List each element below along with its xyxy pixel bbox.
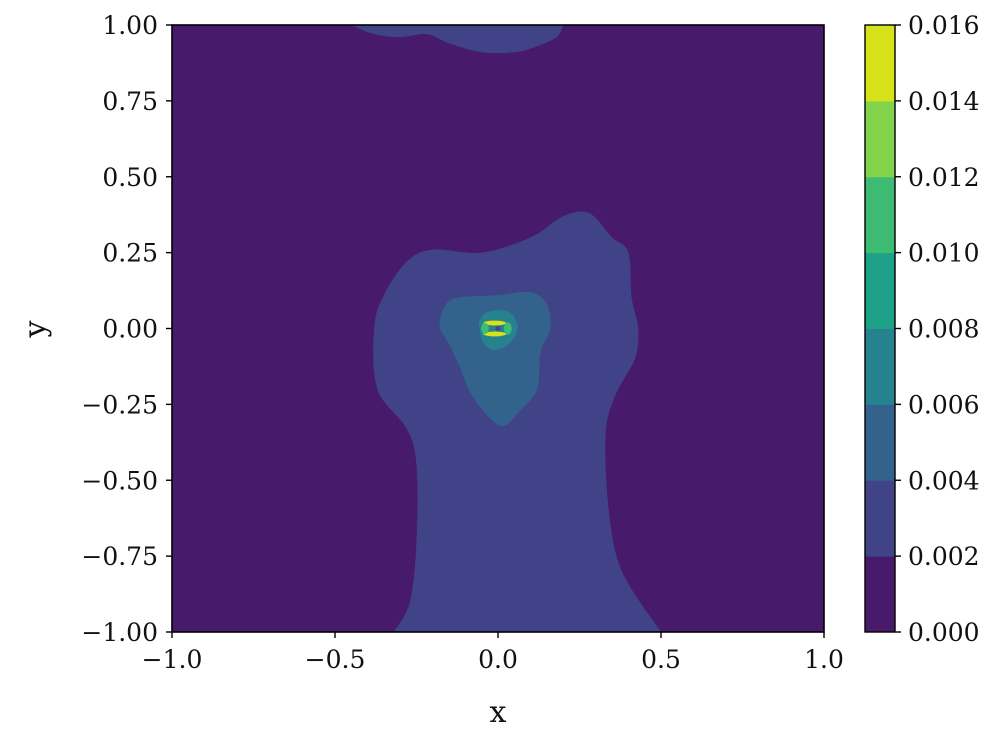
colorbar-band <box>865 252 895 329</box>
colorbar-band <box>865 25 895 102</box>
colorbar-band <box>865 100 895 178</box>
contour-core <box>439 291 551 426</box>
colorbar-band <box>865 480 895 557</box>
contour-upper-blob <box>351 25 564 54</box>
x-axis-ticks: −1.0 −0.5 0.0 0.5 1.0 <box>142 632 844 674</box>
colorbar-tick-label: 0.004 <box>908 466 980 495</box>
contour-hotspot-2 <box>483 331 507 337</box>
colorbar-tick-label: 0.006 <box>908 390 980 419</box>
colorbar <box>865 25 895 633</box>
x-tick-label: 1.0 <box>804 645 844 674</box>
colorbar-band <box>865 176 895 254</box>
colorbar-tick-label: 0.008 <box>908 315 980 344</box>
x-tick-label: 0.5 <box>641 645 681 674</box>
colorbar-band <box>865 556 895 633</box>
y-tick-label: 0.75 <box>102 87 158 116</box>
y-tick-label: −0.75 <box>81 542 158 571</box>
colorbar-tick-label: 0.014 <box>908 87 980 116</box>
x-tick-label: −1.0 <box>142 645 203 674</box>
contour-hotspot-3 <box>503 322 512 335</box>
y-tick-label: 0.25 <box>102 239 158 268</box>
y-axis-title: y <box>18 320 53 338</box>
contour-hotspot-4 <box>481 323 489 334</box>
colorbar-tick-label: 0.012 <box>908 163 980 192</box>
y-tick-label: −1.00 <box>81 618 158 647</box>
colorbar-ticks: 0.000 0.002 0.004 0.006 0.008 0.010 0.012 0.014… <box>895 11 980 647</box>
y-tick-label: 0.00 <box>102 315 158 344</box>
x-tick-label: −0.5 <box>305 645 366 674</box>
y-tick-label: −0.25 <box>81 390 158 419</box>
colorbar-tick-label: 0.000 <box>908 618 980 647</box>
colorbar-tick-label: 0.010 <box>908 239 980 268</box>
contour-hotspot-5 <box>495 326 501 331</box>
y-tick-label: 1.00 <box>102 11 158 40</box>
colorbar-band <box>865 404 895 481</box>
x-tick-label: 0.0 <box>478 645 518 674</box>
y-tick-label: 0.50 <box>102 163 158 192</box>
y-tick-label: −0.50 <box>81 466 158 495</box>
contour-hotspot-1 <box>483 320 507 326</box>
colorbar-tick-label: 0.016 <box>908 11 980 40</box>
colorbar-tick-label: 0.002 <box>908 542 980 571</box>
contour-regions <box>351 25 661 632</box>
colorbar-band <box>865 328 895 405</box>
y-axis-ticks: 1.00 0.75 0.50 0.25 0.00 −0.25 −0.50 −0.75 −1.00 <box>81 11 172 647</box>
x-axis-title: x <box>490 695 507 730</box>
